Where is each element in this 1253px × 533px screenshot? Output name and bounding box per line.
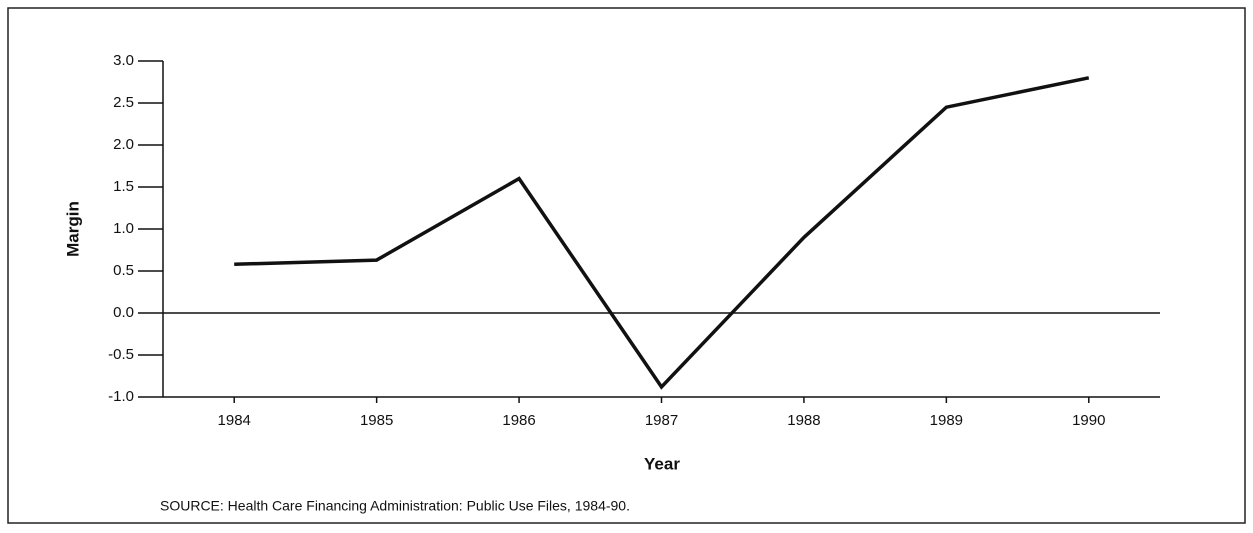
x-tick-label: 1987	[645, 412, 678, 429]
y-tick-label: -1.0	[108, 388, 134, 405]
source-note: SOURCE: Health Care Financing Administra…	[160, 498, 630, 514]
y-tick-label: 1.5	[113, 178, 134, 195]
x-tick-label: 1988	[787, 412, 820, 429]
frame	[7, 7, 1246, 524]
x-tick-label: 1984	[218, 412, 251, 429]
y-axis-label: Margin	[63, 201, 82, 257]
y-tick-label: 0.5	[113, 262, 134, 279]
y-tick-label: 0.0	[113, 304, 134, 321]
y-tick-label: 3.0	[113, 52, 134, 69]
x-tick-label: 1986	[502, 412, 535, 429]
y-tick-label: 2.0	[113, 136, 134, 153]
y-tick-label: 1.0	[113, 220, 134, 237]
y-tick-label: -0.5	[108, 346, 134, 363]
x-axis-label: Year	[644, 454, 680, 473]
x-tick-label: 1989	[930, 412, 963, 429]
x-tick-label: 1990	[1072, 412, 1105, 429]
data-line	[234, 76, 1090, 390]
x-tick-label: 1985	[360, 412, 393, 429]
y-tick-label: 2.5	[113, 94, 134, 111]
